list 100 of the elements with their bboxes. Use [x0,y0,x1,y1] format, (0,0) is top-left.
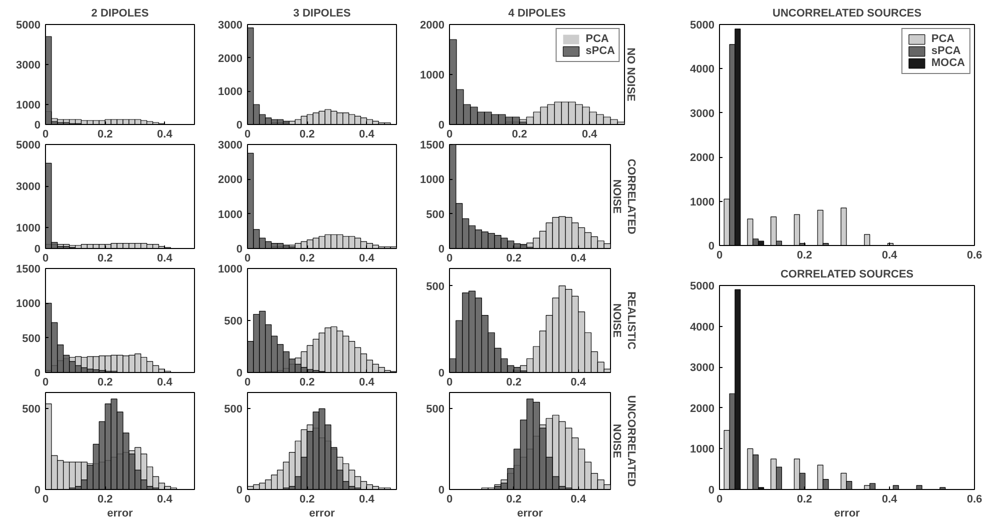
legend-label: PCA [931,33,955,45]
y-tick-label: 0 [438,368,445,380]
y-tick-label: 500 [22,404,41,416]
x-tick-label: 0 [446,494,453,506]
x-tick-label: 0.2 [506,252,522,264]
x-tick-label: 0 [42,252,49,264]
chart-title: 3 DIPOLES [293,8,351,20]
x-tick-label: 0 [716,250,723,262]
x-tick-label: 0.4 [882,250,898,262]
y-tick-label: 5000 [690,20,715,32]
legend-label: MOCA [931,57,965,69]
y-tick-label: 1000 [218,264,243,276]
x-tick-label: 0 [42,128,49,140]
y-tick-label: 2000 [420,20,445,32]
x-axis-title: error [107,508,134,520]
x-tick-label: 0 [446,376,453,388]
y-tick-label: 3000 [218,140,243,152]
x-tick-label: 0.2 [299,252,315,264]
x-tick-label: 0.4 [882,494,898,506]
x-tick-label: 0 [716,494,723,506]
x-tick-label: 0.4 [157,252,174,264]
y-tick-label: 1000 [16,100,41,112]
y-tick-label: 2000 [690,152,715,164]
x-tick-label: 0.6 [966,494,982,506]
y-tick-label: 3000 [16,181,41,194]
y2-axis-title: UNCORRELATED NOISE [610,395,637,487]
x-tick-label: 0.6 [966,250,982,262]
x-tick-label: 0.4 [157,494,174,506]
chart-title: 4 DIPOLES [508,8,566,20]
x-tick-label: 0.4 [582,128,598,140]
y-tick-label: 500 [426,208,445,221]
x-tick-label: 0.4 [359,128,376,140]
x-tick-label: 0.4 [570,494,587,506]
y-tick-label: 5000 [690,280,715,292]
x-axis-title: error [309,508,336,520]
y-tick-label: 500 [22,332,41,345]
y-tick-label: 2000 [218,174,243,186]
y-tick-label: 0 [236,368,243,380]
y-tick-label: 0 [34,120,41,132]
x-tick-label: 0.2 [97,494,113,506]
y-tick-label: 1000 [690,196,715,208]
y-tick-label: 0 [708,240,715,252]
x-tick-label: 0 [244,128,251,140]
x-tick-label: 0.4 [157,376,174,388]
x-tick-label: 0.2 [299,128,315,140]
y-tick-label: 2000 [218,52,243,65]
x-axis-title: error [517,508,544,520]
y-tick-label: 5000 [16,20,41,32]
legend-label: sPCA [931,45,961,57]
x-tick-label: 0.4 [570,252,587,264]
legend-label: sPCA [586,45,615,57]
x-tick-label: 0.2 [512,128,528,140]
x-tick-label: 0.2 [97,128,113,140]
x-tick-label: 0.4 [359,376,376,388]
y-tick-label: 0 [236,484,243,496]
x-axis-title: error [834,508,861,520]
x-tick-label: 0.2 [796,494,812,506]
legend-label: PCA [586,33,609,45]
x-tick-label: 0.2 [97,252,113,264]
x-tick-label: 0 [244,252,251,264]
y-tick-label: 1000 [218,208,243,221]
y-tick-label: 500 [426,280,445,293]
y-tick-label: 0 [438,484,445,496]
x-tick-label: 0 [244,376,251,388]
x-tick-label: 0 [446,128,453,140]
y2-axis-title: CORRELATED NOISE [610,158,637,234]
x-tick-label: 0.4 [157,128,174,140]
chart-title: 2 DIPOLES [91,8,149,20]
x-tick-label: 0 [42,494,49,506]
y-tick-label: 500 [426,404,445,416]
y-tick-label: 0 [34,484,41,496]
y-tick-label: 0 [438,120,445,132]
x-tick-label: 0.2 [506,494,522,506]
x-tick-label: 0.2 [506,376,522,388]
x-tick-label: 0.2 [299,376,315,388]
y-tick-label: 1500 [16,264,41,276]
x-tick-label: 0.2 [299,494,315,506]
y-tick-label: 3000 [218,20,243,32]
y-tick-label: 0 [34,368,41,380]
x-tick-label: 0 [244,494,251,506]
x-tick-label: 0 [42,376,49,388]
x-tick-label: 0 [446,252,453,264]
y2-axis-title: REALISTIC NOISE [610,291,637,350]
x-tick-label: 0.2 [97,376,113,388]
y-tick-label: 5000 [16,140,41,152]
x-tick-label: 0.4 [359,252,376,264]
x-tick-label: 0.4 [570,376,587,388]
y-tick-label: 3000 [690,362,715,374]
y-tick-label: 1000 [16,298,41,310]
y2-axis-title: NO NOISE [624,48,636,102]
x-tick-label: 0.4 [359,494,376,506]
y-tick-label: 0 [708,484,715,496]
chart-title: CORRELATED SOURCES [780,268,914,280]
y-tick-label: 2000 [690,402,715,415]
x-tick-label: 0.2 [796,250,812,262]
y-tick-label: 500 [224,404,243,416]
y-tick-label: 1000 [420,70,445,82]
y-tick-label: 0 [236,120,243,132]
y-tick-label: 4000 [690,64,715,76]
y-tick-label: 4000 [690,321,715,334]
